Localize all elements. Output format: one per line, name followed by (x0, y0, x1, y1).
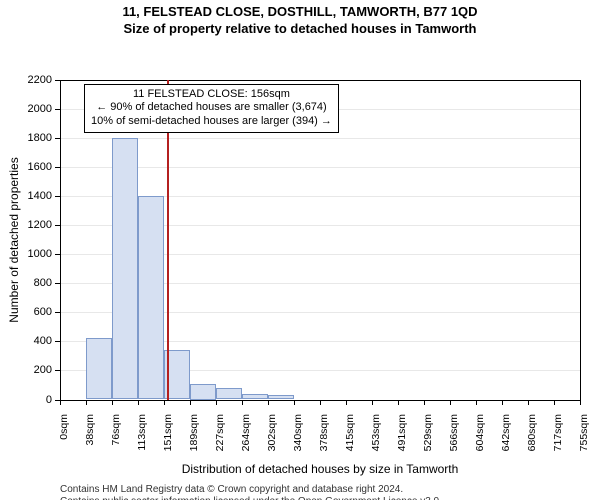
x-tick (242, 400, 243, 405)
histogram-bar (216, 388, 242, 400)
x-tick-label: 302sqm (266, 414, 278, 451)
x-tick-label: 378sqm (318, 414, 330, 451)
page-title-line1: 11, FELSTEAD CLOSE, DOSTHILL, TAMWORTH, … (0, 4, 600, 20)
x-tick (398, 400, 399, 405)
x-tick-label: 529sqm (422, 414, 434, 451)
x-tick-label: 717sqm (552, 414, 564, 451)
x-tick (528, 400, 529, 405)
x-tick (190, 400, 191, 405)
y-axis-line (60, 80, 61, 400)
x-axis-title: Distribution of detached houses by size … (182, 462, 459, 476)
x-tick (268, 400, 269, 405)
x-tick (554, 400, 555, 405)
x-tick (216, 400, 217, 405)
x-tick (346, 400, 347, 405)
y-axis-title: Number of detached properties (7, 157, 21, 322)
annotation-line: ← 90% of detached houses are smaller (3,… (91, 101, 332, 115)
x-tick-label: 491sqm (396, 414, 408, 451)
y-tick (55, 80, 60, 81)
y-tick (55, 167, 60, 168)
gridline (60, 138, 580, 139)
x-tick (450, 400, 451, 405)
x-tick-label: 76sqm (110, 414, 122, 446)
histogram-bar (112, 138, 138, 400)
x-tick (580, 400, 581, 405)
x-tick-label: 453sqm (370, 414, 382, 451)
x-tick-label: 415sqm (344, 414, 356, 451)
y-tick-label: 0 (0, 394, 52, 406)
x-tick-label: 227sqm (214, 414, 226, 451)
x-tick (294, 400, 295, 405)
x-tick (502, 400, 503, 405)
x-tick-label: 642sqm (500, 414, 512, 451)
y-tick-label: 1800 (0, 132, 52, 144)
x-tick-label: 38sqm (84, 414, 96, 446)
x-tick-label: 151sqm (162, 414, 174, 451)
histogram-bar (190, 384, 216, 400)
x-tick-label: 0sqm (58, 414, 70, 440)
x-tick-label: 566sqm (448, 414, 460, 451)
x-tick (476, 400, 477, 405)
y-tick (55, 225, 60, 226)
y-tick-label: 2200 (0, 74, 52, 86)
x-tick (112, 400, 113, 405)
histogram-bar (138, 196, 164, 400)
plot-top-border (60, 80, 580, 81)
x-tick (320, 400, 321, 405)
x-tick-label: 264sqm (240, 414, 252, 451)
y-tick (55, 341, 60, 342)
y-tick (55, 109, 60, 110)
y-tick (55, 312, 60, 313)
gridline (60, 167, 580, 168)
x-tick (138, 400, 139, 405)
y-tick-label: 200 (0, 364, 52, 376)
x-tick (60, 400, 61, 405)
x-tick-label: 340sqm (292, 414, 304, 451)
x-tick-label: 755sqm (578, 414, 590, 451)
x-tick (424, 400, 425, 405)
y-tick (55, 196, 60, 197)
footer-line-2: Contains public sector information licen… (60, 496, 442, 500)
y-tick (55, 370, 60, 371)
annotation-line: 10% of semi-detached houses are larger (… (91, 115, 332, 129)
y-tick-label: 400 (0, 335, 52, 347)
y-tick (55, 283, 60, 284)
x-tick-label: 113sqm (136, 414, 148, 451)
x-tick (164, 400, 165, 405)
x-tick (86, 400, 87, 405)
histogram-bar (86, 338, 112, 399)
y-tick (55, 254, 60, 255)
annotation-box: 11 FELSTEAD CLOSE: 156sqm← 90% of detach… (84, 84, 339, 133)
x-tick (372, 400, 373, 405)
y-tick-label: 2000 (0, 103, 52, 115)
x-tick-label: 604sqm (474, 414, 486, 451)
plot-right-border (580, 80, 581, 400)
x-tick-label: 189sqm (188, 414, 200, 451)
annotation-line: 11 FELSTEAD CLOSE: 156sqm (91, 88, 332, 102)
page-title-line2: Size of property relative to detached ho… (0, 21, 600, 37)
y-tick (55, 138, 60, 139)
x-tick-label: 680sqm (526, 414, 538, 451)
footer-line-1: Contains HM Land Registry data © Crown c… (60, 484, 403, 496)
